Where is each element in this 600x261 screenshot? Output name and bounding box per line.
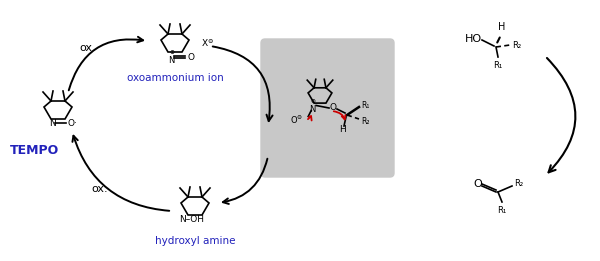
Text: R₁: R₁: [493, 61, 503, 70]
FancyArrowPatch shape: [308, 116, 311, 121]
FancyArrowPatch shape: [69, 37, 143, 90]
Text: O: O: [473, 179, 482, 189]
Text: $\overset{\oplus}{\mathrm{N}}$: $\overset{\oplus}{\mathrm{N}}$: [168, 49, 176, 66]
Text: X$^{\ominus}$: X$^{\ominus}$: [201, 37, 214, 49]
Text: O: O: [329, 104, 337, 112]
FancyArrowPatch shape: [223, 159, 268, 204]
Text: R₂: R₂: [514, 180, 523, 188]
Text: N: N: [50, 118, 56, 128]
Text: TEMPO: TEMPO: [10, 145, 59, 157]
Text: ox.: ox.: [80, 43, 97, 53]
Text: R₁: R₁: [497, 206, 506, 215]
Text: H: H: [499, 22, 506, 32]
Text: O$^{\ominus}$: O$^{\ominus}$: [290, 115, 303, 127]
Text: N–OH: N–OH: [179, 216, 205, 224]
Text: ox.: ox.: [92, 184, 109, 194]
FancyArrowPatch shape: [213, 46, 272, 121]
Text: R₂: R₂: [361, 116, 370, 126]
Text: O: O: [188, 52, 195, 62]
Text: R₂: R₂: [512, 40, 521, 50]
FancyArrowPatch shape: [73, 136, 169, 211]
Text: $\overset{\oplus}{\mathrm{N}}$: $\overset{\oplus}{\mathrm{N}}$: [310, 98, 317, 115]
Text: HO: HO: [465, 34, 482, 44]
FancyBboxPatch shape: [261, 39, 394, 177]
Text: O·: O·: [68, 118, 78, 128]
Text: oxoammonium ion: oxoammonium ion: [127, 73, 223, 83]
FancyArrowPatch shape: [334, 111, 346, 119]
FancyArrowPatch shape: [547, 58, 575, 172]
Text: R₁: R₁: [361, 100, 370, 110]
Text: H: H: [340, 124, 346, 133]
Text: hydroxyl amine: hydroxyl amine: [155, 236, 235, 246]
